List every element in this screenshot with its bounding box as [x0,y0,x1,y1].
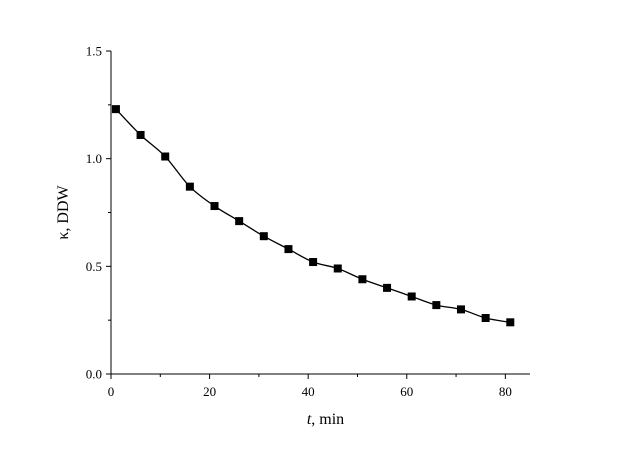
x-tick-label: 20 [203,384,216,399]
data-point-marker [111,105,120,114]
ticks: 0 20 40 60 80 0.0 0.5 1.0 1.5 [86,44,512,400]
y-tick-label: 0.0 [86,367,102,382]
data-point-marker [407,292,416,301]
data-point-marker [506,318,515,327]
data-point-marker [161,152,170,161]
series [111,105,515,327]
data-point-marker [284,245,293,254]
data-point-marker [136,130,145,139]
x-tick-label: 40 [302,384,315,399]
y-tick-label: 1.0 [86,151,102,166]
y-tick-label: 0.5 [86,259,102,274]
data-point-marker [210,202,219,211]
data-point-marker [185,182,194,191]
x-axis-label-variable: t [307,411,312,428]
data-point-marker [358,275,367,284]
y-tick-label: 1.5 [86,44,102,59]
y-axis-label: κ, DDW [55,184,72,239]
series-line [115,108,511,323]
data-point-marker [481,314,490,323]
data-point-marker [309,258,318,267]
data-point-marker [235,217,244,226]
data-point-marker [259,232,268,241]
x-tick-label: 80 [499,384,512,399]
x-axis-label-unit: , min [311,411,344,428]
x-axis-label: t, min [307,411,344,428]
x-tick-label: 0 [108,384,115,399]
x-tick-label: 60 [400,384,413,399]
data-point-marker [333,264,342,273]
data-point-marker [432,301,441,310]
data-point-marker [383,283,392,292]
data-point-marker [456,305,465,314]
axes [110,51,530,375]
